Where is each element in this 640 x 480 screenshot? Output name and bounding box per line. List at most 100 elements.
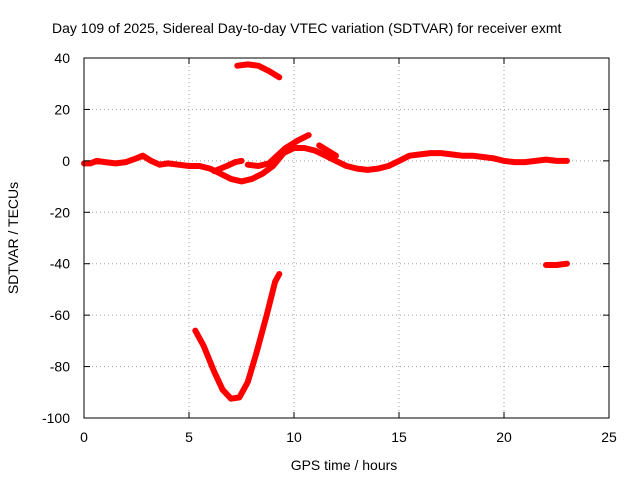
y-tick-label: -40: [50, 256, 70, 272]
data-point: [459, 153, 465, 159]
data-point: [417, 151, 423, 157]
data-point: [249, 176, 255, 182]
data-point: [522, 159, 528, 165]
data-point: [564, 261, 570, 267]
data-point: [295, 137, 301, 143]
data-point: [176, 162, 181, 168]
data-point: [192, 328, 198, 334]
data-point: [245, 379, 251, 385]
data-point: [274, 153, 280, 159]
data-point: [333, 153, 339, 159]
data-point: [491, 155, 496, 161]
data-point: [365, 167, 370, 173]
y-tick-label: -80: [50, 359, 70, 375]
data-point: [211, 168, 217, 174]
data-point: [266, 68, 272, 74]
x-tick-label: 0: [80, 429, 88, 445]
x-tick-label: 10: [286, 429, 302, 445]
series-dip-segment: [211, 157, 245, 175]
data-point: [470, 153, 475, 159]
data-point: [501, 158, 507, 164]
data-point: [123, 159, 129, 165]
data-point: [276, 74, 282, 80]
data-point: [197, 163, 202, 169]
chart-title: Day 109 of 2025, Sidereal Day-to-day VTE…: [52, 20, 561, 36]
data-point: [140, 153, 146, 159]
data-point: [354, 166, 360, 172]
series-layer: [81, 61, 570, 402]
data-point: [396, 158, 402, 164]
data-point: [218, 171, 223, 177]
y-tick-label: -100: [42, 410, 70, 426]
data-point: [272, 279, 278, 285]
data-point: [333, 158, 339, 164]
data-point: [148, 158, 154, 164]
y-tick-label: 20: [54, 101, 70, 117]
data-point: [134, 155, 139, 161]
data-point: [543, 157, 549, 163]
data-point: [302, 145, 307, 151]
data-point: [375, 166, 381, 172]
data-point: [543, 262, 549, 268]
data-point: [201, 343, 207, 349]
data-point: [554, 158, 559, 164]
data-point: [276, 271, 282, 277]
data-point: [255, 63, 261, 69]
data-point: [255, 163, 261, 169]
data-point: [113, 160, 118, 166]
data-point: [266, 160, 272, 166]
data-point: [165, 160, 171, 166]
data-point: [102, 159, 108, 165]
data-point: [564, 158, 570, 164]
data-point: [480, 154, 486, 160]
ticks: 0 5 10 15 20 25 -100 -80 -60 -40 -20 0 20 40: [42, 50, 617, 445]
x-tick-label: 25: [601, 429, 617, 445]
series-main-band: [81, 145, 570, 185]
x-tick-label: 5: [185, 429, 193, 445]
y-axis-label: SDTVAR / TECUs: [5, 182, 21, 294]
y-tick-label: -60: [50, 307, 70, 323]
data-point: [325, 148, 331, 154]
data-point: [228, 176, 234, 182]
data-point: [186, 163, 192, 169]
data-point: [386, 163, 391, 169]
data-point: [344, 163, 349, 169]
data-point: [306, 132, 312, 138]
data-point: [94, 158, 100, 164]
data-point: [228, 396, 234, 402]
plot-frame: [83, 57, 610, 419]
data-point: [312, 148, 318, 154]
data-point: [232, 159, 238, 165]
data-point: [211, 369, 217, 375]
data-point: [87, 160, 93, 166]
data-point: [224, 163, 230, 169]
data-point: [239, 178, 244, 184]
series-deep-trough: [192, 271, 283, 402]
data-point: [236, 394, 242, 400]
x-axis-label: GPS time / hours: [291, 457, 398, 473]
data-point: [264, 312, 270, 318]
data-point: [554, 262, 559, 268]
data-point: [157, 162, 163, 168]
data-point: [253, 351, 259, 357]
y-tick-label: -20: [50, 204, 70, 220]
data-point: [407, 153, 412, 159]
y-tick-label: 40: [54, 50, 70, 66]
data-point: [220, 387, 226, 393]
data-point: [234, 63, 240, 69]
x-tick-label: 15: [391, 429, 407, 445]
y-tick-label: 0: [62, 153, 70, 169]
data-point: [323, 153, 328, 159]
data-point: [438, 150, 444, 156]
data-point: [449, 151, 454, 157]
grid: [84, 58, 609, 418]
data-point: [512, 159, 517, 165]
data-point: [239, 158, 244, 164]
x-tick-label: 20: [496, 429, 512, 445]
data-point: [316, 142, 322, 148]
data-point: [428, 150, 433, 156]
data-point: [260, 171, 265, 177]
data-point: [533, 158, 538, 164]
data-point: [245, 61, 251, 67]
